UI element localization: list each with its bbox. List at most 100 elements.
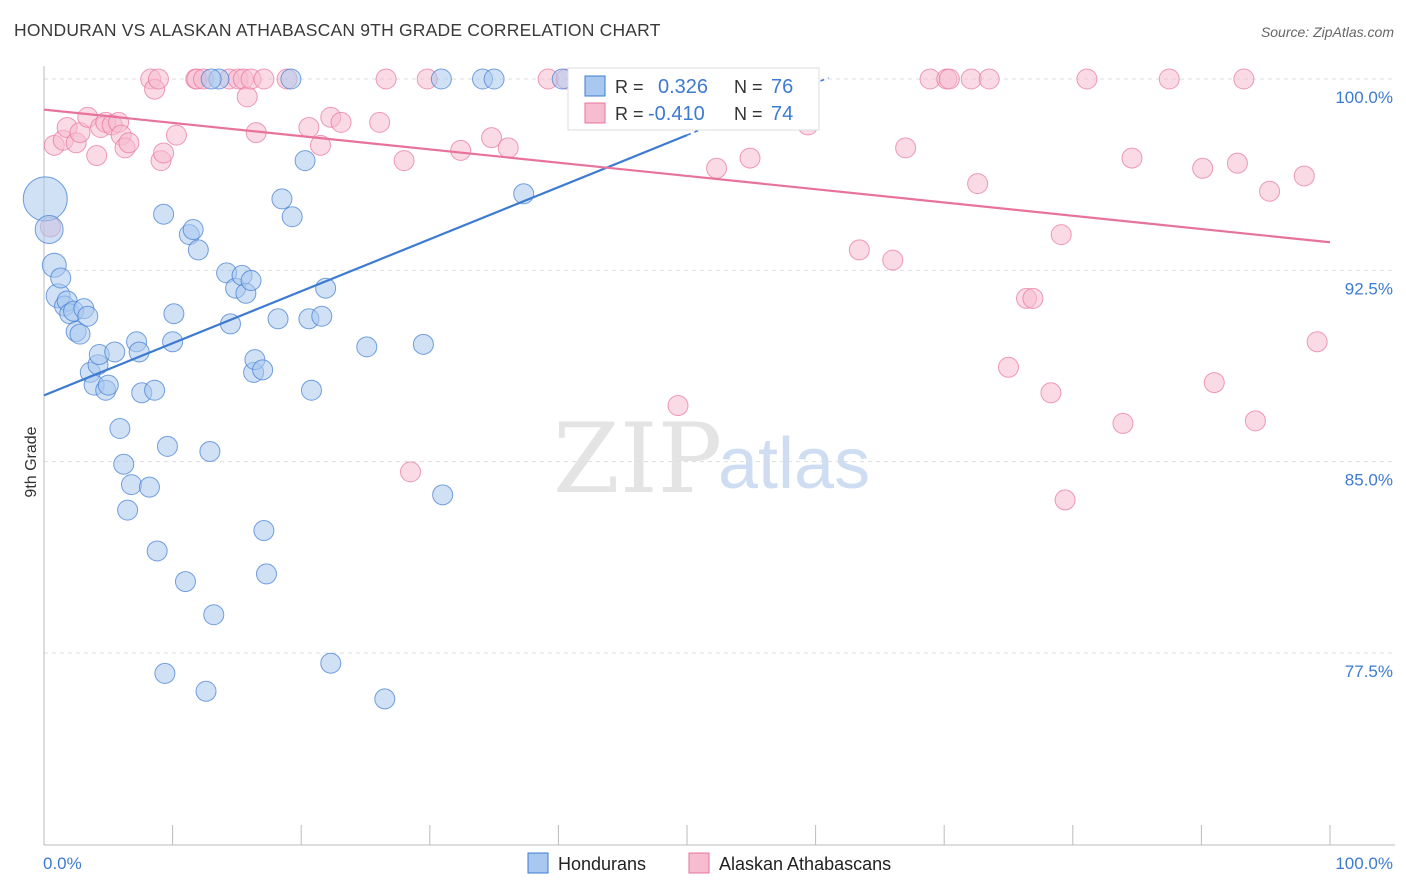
athabascan-point-50 <box>739 147 761 169</box>
legend-label-alaskan-athabascans: Alaskan Athabascans <box>719 854 891 874</box>
legend-stats: R = 0.326 N = 76 R = -0.410 N = 74 <box>567 67 820 131</box>
athabascan-point-67 <box>1054 489 1076 511</box>
legend-swatch-alaskan-athabascans <box>688 852 710 874</box>
honduran-point-68 <box>432 484 454 506</box>
honduran-point-21 <box>113 453 135 475</box>
athabascan-point-39 <box>400 461 422 483</box>
legend-n-label-2: N = <box>734 104 763 124</box>
legend-swatch-hondurans <box>527 852 549 874</box>
honduran-point-51 <box>252 359 274 381</box>
athabascan-point-62 <box>998 356 1019 378</box>
honduran-point-65 <box>374 688 396 710</box>
y-tick-label-2: 92.5% <box>1345 279 1393 298</box>
athabascan-point-49 <box>706 157 728 179</box>
athabascan-point-65 <box>1040 382 1062 404</box>
legend-series: Hondurans Alaskan Athabascans <box>527 852 891 874</box>
y-tick-label-3: 100.0% <box>1335 88 1393 107</box>
honduran-point-67 <box>430 68 452 90</box>
athabascan-point-33 <box>309 134 331 156</box>
watermark: ZIP atlas <box>553 403 870 515</box>
athabascan-point-19 <box>153 142 175 164</box>
honduran-point-37 <box>182 219 204 241</box>
watermark-zip: ZIP <box>553 403 722 515</box>
legend-r-label-1: R = <box>615 77 644 97</box>
athabascan-trend-line <box>43 108 1331 244</box>
honduran-point-27 <box>138 476 160 498</box>
athabascan-point-72 <box>1192 157 1214 179</box>
honduran-point-40 <box>199 440 221 462</box>
honduran-point-1 <box>34 215 64 245</box>
legend-label-hondurans: Hondurans <box>558 854 646 874</box>
athabascan-point-42 <box>481 127 503 149</box>
athabascan-point-73 <box>1203 372 1225 394</box>
athabascan-point-79 <box>1306 331 1328 353</box>
honduran-point-35 <box>174 571 196 593</box>
athabascan-point-32 <box>298 116 320 138</box>
legend-n-label-1: N = <box>734 77 763 97</box>
y-tick-label-1: 85.0% <box>1345 471 1393 490</box>
legend-swatch-pink <box>584 102 606 124</box>
athabascan-point-61 <box>978 68 1000 90</box>
honduran-point-54 <box>267 308 289 330</box>
source-label: Source: ZipAtlas.com <box>1260 24 1394 40</box>
legend-n-value-2: 74 <box>771 103 793 125</box>
y-tick-label-0: 77.5% <box>1345 662 1393 681</box>
athabascan-point-30 <box>253 68 275 90</box>
honduran-point-75 <box>200 68 222 90</box>
honduran-point-52 <box>253 520 275 542</box>
honduran-point-22 <box>117 499 139 521</box>
honduran-point-55 <box>271 188 293 210</box>
honduran-trend-line <box>43 134 688 397</box>
honduran-point-34 <box>163 303 185 325</box>
athabascan-point-76 <box>1244 410 1266 432</box>
athabascan-point-78 <box>1293 165 1315 187</box>
honduran-point-4 <box>50 267 72 289</box>
athabascan-point-20 <box>165 124 187 146</box>
honduran-point-64 <box>356 336 378 358</box>
series-hondurans <box>22 68 698 710</box>
honduran-point-12 <box>77 305 99 327</box>
athabascan-point-75 <box>1233 68 1255 90</box>
athabascan-point-17 <box>147 68 169 90</box>
honduran-point-33 <box>162 331 184 353</box>
honduran-point-19 <box>104 341 126 363</box>
athabascan-point-59 <box>960 68 982 90</box>
legend-swatch-blue <box>584 75 606 97</box>
honduran-point-38 <box>187 239 209 261</box>
honduran-point-10 <box>69 323 91 345</box>
x-tick-label-min: 0.0% <box>43 854 82 873</box>
watermark-atlas: atlas <box>718 424 870 504</box>
honduran-point-61 <box>311 305 333 327</box>
honduran-point-63 <box>320 652 342 674</box>
athabascan-point-48 <box>667 395 689 417</box>
honduran-point-28 <box>144 379 166 401</box>
legend-stats-box <box>567 67 820 131</box>
athabascan-point-38 <box>393 150 415 172</box>
athabascan-point-71 <box>1158 68 1180 90</box>
legend-r-label-2: R = <box>615 104 644 124</box>
legend-n-value-1: 76 <box>771 76 793 98</box>
legend-r-value-1: 0.326 <box>658 76 708 98</box>
honduran-point-29 <box>146 540 168 562</box>
honduran-point-60 <box>300 379 322 401</box>
x-tick-label-max: 100.0% <box>1335 854 1393 873</box>
athabascan-point-27 <box>236 86 258 108</box>
athabascan-point-41 <box>450 139 472 161</box>
honduran-point-32 <box>156 435 178 457</box>
athabascan-point-37 <box>375 68 397 90</box>
athabascan-point-14 <box>118 132 140 154</box>
honduran-point-57 <box>281 206 303 228</box>
honduran-point-0 <box>22 176 68 222</box>
athabascan-point-70 <box>1121 147 1143 169</box>
honduran-point-18 <box>97 374 119 396</box>
series-alaskan-athabascans <box>39 68 1328 511</box>
y-axis-title: 9th Grade <box>23 426 40 497</box>
athabascan-point-66 <box>1050 224 1072 246</box>
honduran-point-58 <box>294 150 316 172</box>
chart-title: HONDURAN VS ALASKAN ATHABASCAN 9TH GRADE… <box>14 20 661 40</box>
athabascan-point-60 <box>967 173 989 195</box>
honduran-point-30 <box>153 203 175 225</box>
honduran-point-23 <box>120 474 142 496</box>
honduran-point-66 <box>412 333 434 355</box>
